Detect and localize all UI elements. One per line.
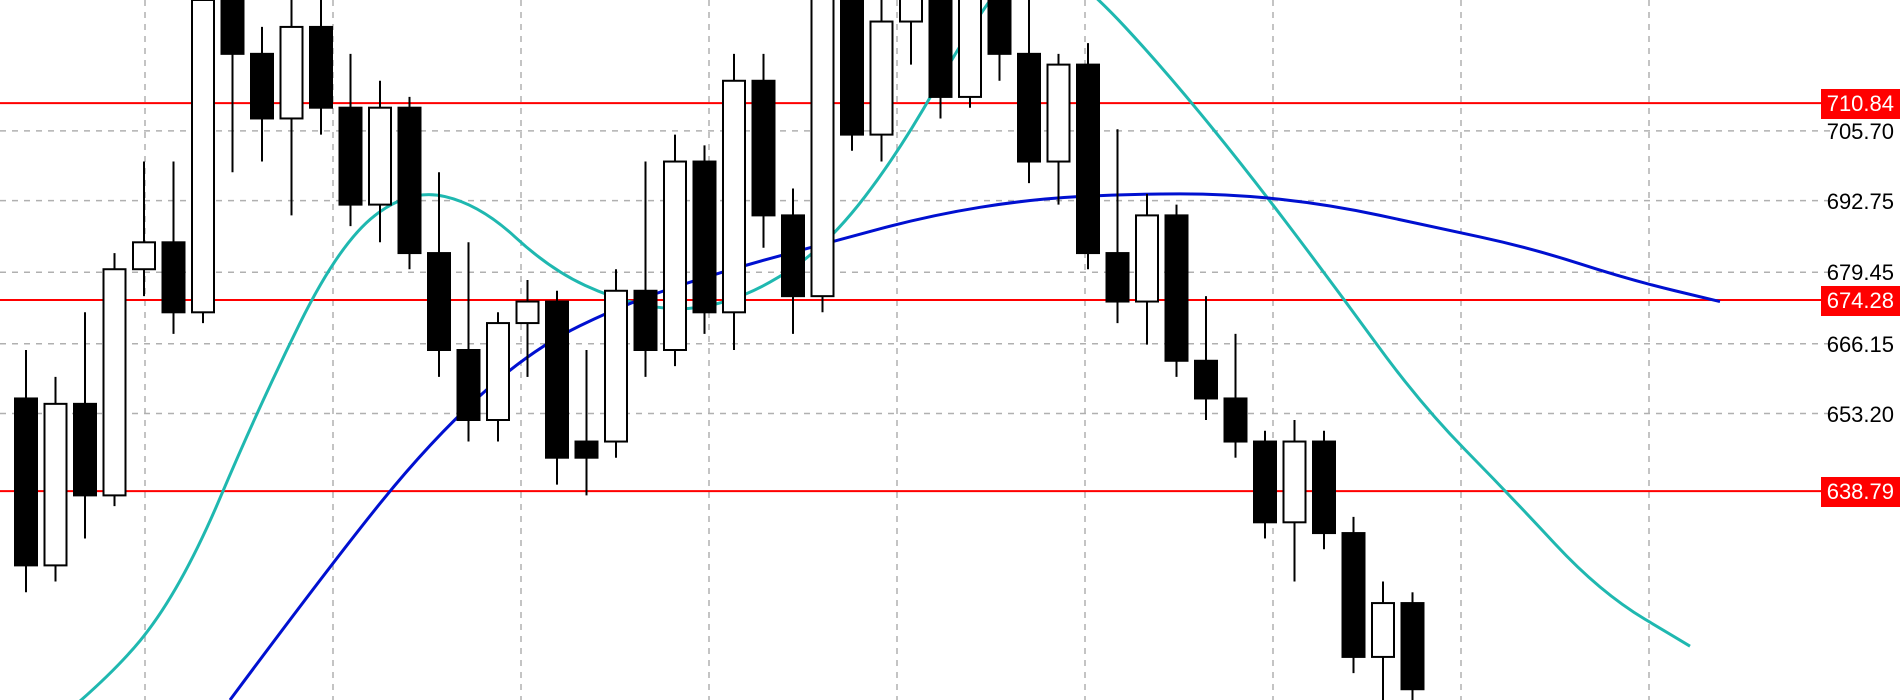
axis-tick-label: 692.75	[1821, 187, 1900, 217]
axis-tick-label: 653.20	[1821, 400, 1900, 430]
axis-tick-label: 666.15	[1821, 330, 1900, 360]
price-level-marker: 674.28	[1821, 286, 1900, 316]
axis-tick-label: 705.70	[1821, 117, 1900, 147]
candlestick-chart[interactable]: 705.70 692.75 679.45 666.15 653.20 710.84 674.…	[0, 0, 1900, 700]
ma-long-line	[230, 194, 1720, 700]
price-level-marker: 710.84	[1821, 89, 1900, 119]
chart-canvas	[0, 0, 1900, 700]
axis-tick-label: 679.45	[1821, 258, 1900, 288]
price-level-marker: 638.79	[1821, 477, 1900, 507]
